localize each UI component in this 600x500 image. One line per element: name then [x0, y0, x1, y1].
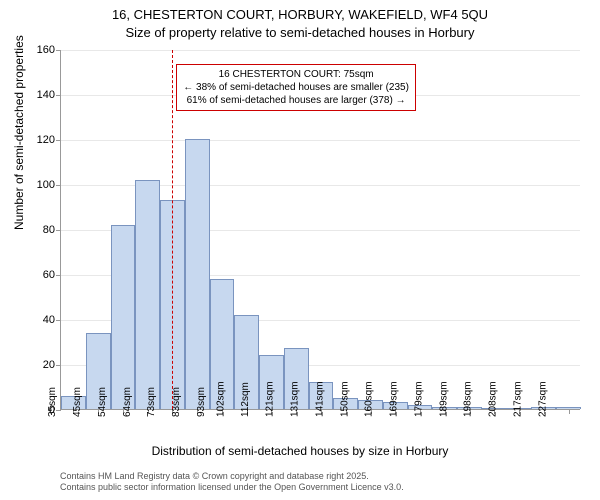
x-tick-label: 45sqm: [72, 387, 83, 417]
x-tick-label: 208sqm: [488, 381, 499, 417]
x-tick-label: 93sqm: [196, 387, 207, 417]
x-tick: [569, 409, 570, 414]
x-tick-label: 141sqm: [314, 381, 325, 417]
gridline: [61, 50, 580, 51]
y-tick: [56, 50, 61, 51]
x-tick-label: 73sqm: [146, 387, 157, 417]
y-tick: [56, 185, 61, 186]
x-tick-label: 131sqm: [289, 381, 300, 417]
title-line-2: Size of property relative to semi-detach…: [0, 24, 600, 42]
footer-attribution: Contains HM Land Registry data © Crown c…: [60, 471, 404, 494]
x-tick-label: 112sqm: [241, 382, 252, 417]
y-tick-label: 60: [43, 269, 55, 281]
histogram-bar: [185, 139, 210, 409]
anno-line-2: ← 38% of semi-detached houses are smalle…: [183, 81, 409, 94]
x-tick-label: 179sqm: [413, 381, 424, 417]
y-tick: [56, 95, 61, 96]
footer-line-1: Contains HM Land Registry data © Crown c…: [60, 471, 404, 483]
y-tick: [56, 320, 61, 321]
x-tick-label: 121sqm: [265, 381, 276, 417]
x-tick-label: 198sqm: [463, 381, 474, 417]
x-tick-label: 64sqm: [122, 387, 133, 417]
x-tick-label: 189sqm: [438, 381, 449, 417]
x-tick-label: 227sqm: [537, 381, 548, 417]
chart-title: 16, CHESTERTON COURT, HORBURY, WAKEFIELD…: [0, 0, 600, 42]
x-tick-label: 150sqm: [339, 381, 350, 417]
x-tick-label: 102sqm: [215, 381, 226, 417]
x-tick-label: 217sqm: [512, 381, 523, 417]
annotation-box: 16 CHESTERTON COURT: 75sqm← 38% of semi-…: [176, 64, 416, 111]
x-tick-label: 35sqm: [47, 387, 58, 417]
x-tick-label: 160sqm: [364, 381, 375, 417]
footer-line-2: Contains public sector information licen…: [60, 482, 404, 494]
x-axis-label: Distribution of semi-detached houses by …: [0, 444, 600, 458]
y-tick: [56, 230, 61, 231]
x-tick-label: 169sqm: [388, 381, 399, 417]
anno-line-3: 61% of semi-detached houses are larger (…: [183, 94, 409, 107]
x-tick-label: 54sqm: [97, 387, 108, 417]
y-tick: [56, 140, 61, 141]
y-tick: [56, 365, 61, 366]
y-tick-label: 140: [37, 89, 55, 101]
plot-area: 02040608010012014016035sqm45sqm54sqm64sq…: [60, 50, 580, 410]
title-line-1: 16, CHESTERTON COURT, HORBURY, WAKEFIELD…: [0, 6, 600, 24]
y-tick-label: 100: [37, 179, 55, 191]
y-tick-label: 120: [37, 134, 55, 146]
y-axis-label: Number of semi-detached properties: [12, 35, 26, 230]
histogram-bar: [135, 180, 160, 410]
anno-line-1: 16 CHESTERTON COURT: 75sqm: [183, 68, 409, 81]
y-tick-label: 160: [37, 44, 55, 56]
y-tick: [56, 275, 61, 276]
y-tick-label: 80: [43, 224, 55, 236]
marker-line: [172, 50, 173, 409]
histogram-bar: [111, 225, 136, 410]
gridline: [61, 140, 580, 141]
y-tick-label: 40: [43, 314, 55, 326]
y-tick-label: 20: [43, 359, 55, 371]
